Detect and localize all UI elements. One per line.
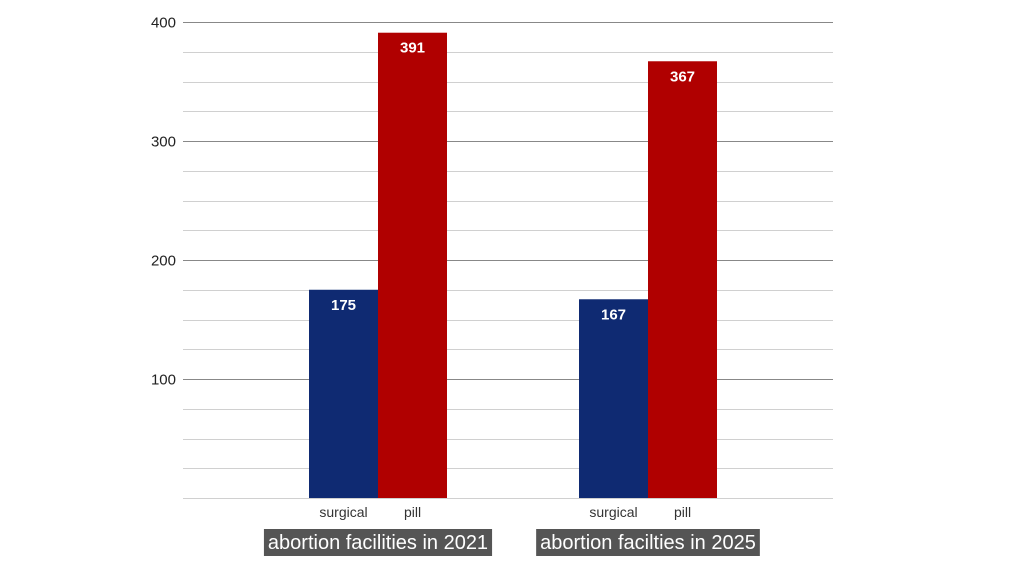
category-label: surgical: [589, 504, 637, 520]
bar-pill-1: [378, 32, 447, 499]
group-label-background: [263, 529, 493, 556]
y-tick-label: 300: [151, 134, 176, 151]
bar-surgical-2: [579, 299, 648, 498]
bar-value-label: 167: [601, 306, 626, 323]
group-label-background: [536, 529, 760, 556]
category-label: surgical: [319, 504, 367, 520]
category-label: pill: [674, 504, 691, 520]
group-label: abortion facilties in 2025: [540, 532, 756, 554]
bar-value-label: 367: [670, 68, 695, 85]
bar-pill-2: [648, 61, 717, 499]
group-label: abortion facilities in 2021: [268, 532, 488, 554]
y-tick-label: 100: [151, 372, 176, 389]
bar-surgical-1: [309, 289, 378, 498]
y-tick-label: 400: [151, 15, 176, 32]
bar-value-label: 175: [331, 297, 356, 314]
category-label: pill: [404, 504, 421, 520]
bar-value-label: 391: [400, 40, 425, 57]
y-tick-label: 200: [151, 253, 176, 270]
